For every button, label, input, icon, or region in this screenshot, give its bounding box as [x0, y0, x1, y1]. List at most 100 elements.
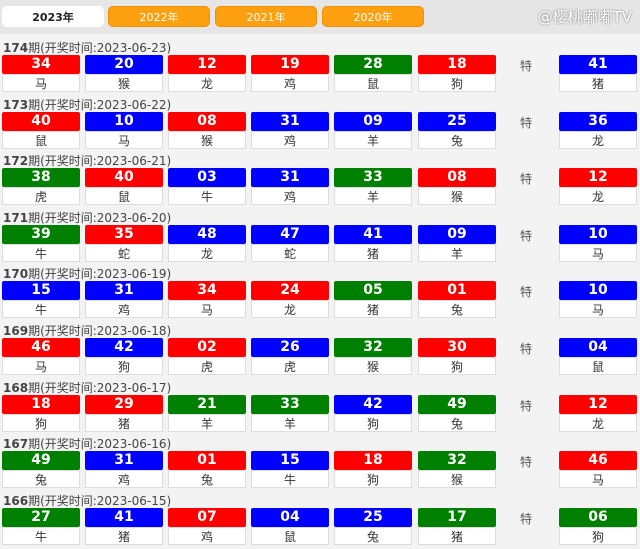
number-ball: 18 — [418, 55, 496, 74]
draw-title: 174期(开奖时间:2023-06-23) — [3, 41, 172, 55]
number-ball: 46 — [559, 451, 637, 471]
number-cell: 09 羊 — [418, 224, 496, 262]
zodiac-label: 兔 — [334, 526, 412, 545]
number-ball: 09 — [334, 111, 412, 131]
number-ball: 17 — [418, 507, 496, 527]
zodiac-label: 龙 — [559, 187, 637, 206]
number-ball: 10 — [559, 224, 637, 244]
tab-2020[interactable]: 2020年 — [322, 6, 424, 27]
zodiac-label: 马 — [2, 74, 80, 92]
zodiac-label: 牛 — [2, 526, 80, 545]
number-cell: 25 兔 — [418, 111, 496, 149]
draw-title: 168期(开奖时间:2023-06-17) — [3, 380, 172, 395]
number-cell: 42 狗 — [85, 338, 163, 375]
tab-2021[interactable]: 2021年 — [215, 6, 317, 27]
zodiac-label: 虎 — [251, 357, 329, 375]
number-cell: 10 马 — [85, 111, 163, 149]
number-ball: 10 — [85, 111, 163, 131]
number-ball: 36 — [559, 111, 637, 131]
number-ball: 12 — [168, 55, 246, 74]
zodiac-label: 羊 — [334, 187, 412, 206]
number-ball: 25 — [418, 111, 496, 131]
draw-title: 167期(开奖时间:2023-06-16) — [3, 437, 172, 452]
special-label: 特 — [520, 59, 533, 73]
number-cell: 08 猴 — [418, 168, 496, 206]
number-cell: 41 猪 — [334, 224, 412, 262]
number-ball: 04 — [251, 507, 329, 527]
number-cell: 35 蛇 — [85, 224, 163, 262]
number-cell: 34 马 — [2, 55, 80, 92]
zodiac-label: 鸡 — [251, 74, 329, 92]
number-ball: 19 — [251, 55, 329, 74]
zodiac-label: 兔 — [418, 413, 496, 432]
number-cell: 31 鸡 — [85, 281, 163, 319]
number-cell: 12 龙 — [559, 168, 637, 206]
number-ball: 10 — [559, 281, 637, 301]
number-ball: 20 — [85, 55, 163, 74]
number-cell: 03 牛 — [168, 168, 246, 206]
zodiac-label: 猴 — [418, 187, 496, 206]
number-ball: 12 — [559, 394, 637, 414]
number-ball: 09 — [418, 224, 496, 244]
number-cell: 27 牛 — [2, 507, 80, 545]
number-cell: 31 鸡 — [85, 451, 163, 489]
number-cell: 10 马 — [559, 224, 637, 262]
number-cell: 33 羊 — [251, 394, 329, 432]
zodiac-label: 狗 — [2, 413, 80, 432]
zodiac-label: 狗 — [559, 526, 637, 545]
draw-row: 169期(开奖时间:2023-06-18) 46 马 42 狗 02 虎 26 虎 32 猴 30 狗特… — [0, 320, 640, 376]
number-ball: 02 — [168, 338, 246, 357]
number-cell: 32 猴 — [334, 338, 412, 375]
number-ball: 32 — [418, 451, 496, 471]
number-cell: 17 猪 — [418, 507, 496, 545]
number-ball: 30 — [418, 338, 496, 357]
zodiac-label: 马 — [168, 300, 246, 319]
number-cell: 21 羊 — [168, 394, 246, 432]
special-label: 特 — [520, 342, 533, 356]
number-cell: 32 猴 — [418, 451, 496, 489]
zodiac-label: 鼠 — [251, 526, 329, 545]
number-cell: 15 牛 — [2, 281, 80, 319]
zodiac-label: 牛 — [2, 243, 80, 262]
number-ball: 03 — [168, 168, 246, 188]
number-ball: 24 — [251, 281, 329, 301]
number-ball: 15 — [251, 451, 329, 471]
special-label: 特 — [520, 398, 533, 413]
number-ball: 12 — [559, 168, 637, 188]
number-ball: 31 — [85, 281, 163, 301]
tab-2023[interactable]: 2023年 — [2, 6, 104, 27]
number-cell: 29 猪 — [85, 394, 163, 432]
number-cell: 38 虎 — [2, 168, 80, 206]
number-ball: 40 — [2, 111, 80, 131]
number-cell: 41 猪 — [559, 55, 637, 92]
number-cell: 30 狗 — [418, 338, 496, 375]
number-cell: 33 羊 — [334, 168, 412, 206]
number-ball: 40 — [85, 168, 163, 188]
draw-row: 171期(开奖时间:2023-06-20) 39 牛 35 蛇 48 龙 47 蛇 41 猪 09 羊特… — [0, 207, 640, 263]
special-label: 特 — [520, 115, 533, 130]
zodiac-label: 虎 — [2, 187, 80, 206]
zodiac-label: 羊 — [168, 413, 246, 432]
number-ball: 49 — [2, 451, 80, 471]
number-cell: 01 兔 — [168, 451, 246, 489]
number-ball: 47 — [251, 224, 329, 244]
number-cell: 46 马 — [2, 338, 80, 375]
number-ball: 27 — [2, 507, 80, 527]
number-ball: 08 — [168, 111, 246, 131]
zodiac-label: 狗 — [85, 357, 163, 375]
tab-2022[interactable]: 2022年 — [108, 6, 210, 27]
number-ball: 34 — [168, 281, 246, 301]
number-ball: 28 — [334, 55, 412, 74]
number-cell: 42 狗 — [334, 394, 412, 432]
number-ball: 35 — [85, 224, 163, 244]
number-ball: 41 — [85, 507, 163, 527]
draw-title: 169期(开奖时间:2023-06-18) — [3, 324, 172, 338]
number-cell: 15 牛 — [251, 451, 329, 489]
zodiac-label: 兔 — [418, 300, 496, 319]
number-ball: 31 — [251, 168, 329, 188]
number-cell: 25 兔 — [334, 507, 412, 545]
number-ball: 48 — [168, 224, 246, 244]
number-cell: 41 猪 — [85, 507, 163, 545]
number-cell: 46 马 — [559, 451, 637, 489]
special-label: 特 — [520, 511, 533, 526]
